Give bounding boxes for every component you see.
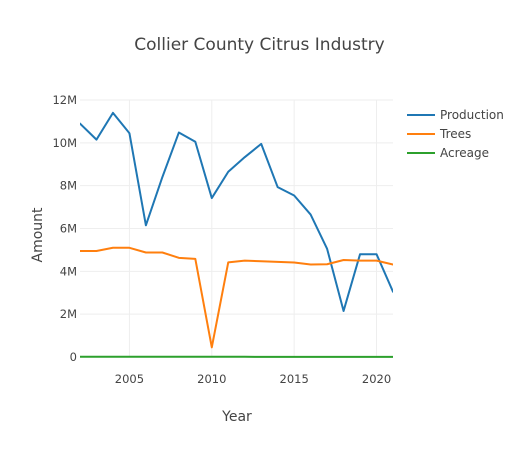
y-axis-ticks: 0 2M 4M 6M 8M 10M 12M: [52, 93, 77, 364]
x-axis-ticks: 2005 2010 2015 2020: [115, 372, 391, 386]
series-line-production: [80, 111, 393, 312]
y-tick-label: 4M: [60, 264, 77, 278]
legend-item-production[interactable]: Production: [407, 108, 504, 122]
x-tick-label: 2020: [362, 372, 391, 386]
series-line-trees: [80, 246, 393, 349]
legend-item-trees[interactable]: Trees: [407, 127, 471, 141]
legend[interactable]: Production Trees Acreage: [407, 108, 504, 160]
x-tick-label: 2010: [197, 372, 226, 386]
y-axis-title: Amount: [30, 207, 46, 263]
chart-title: Collier County Citrus Industry: [134, 35, 384, 55]
legend-label: Trees: [439, 127, 471, 141]
x-axis-title: Year: [221, 409, 252, 425]
legend-label: Production: [440, 108, 504, 122]
y-tick-label: 12M: [52, 93, 77, 107]
y-tick-label: 10M: [52, 136, 77, 150]
y-tick-label: 0: [70, 350, 77, 364]
x-tick-label: 2005: [115, 372, 144, 386]
x-tick-label: 2015: [280, 372, 309, 386]
y-tick-label: 8M: [60, 179, 77, 193]
gridlines: [80, 99, 393, 357]
series-lines: [80, 111, 393, 358]
legend-label: Acreage: [440, 146, 489, 160]
y-tick-label: 2M: [60, 307, 77, 321]
y-tick-label: 6M: [60, 222, 77, 236]
legend-item-acreage[interactable]: Acreage: [407, 146, 489, 160]
